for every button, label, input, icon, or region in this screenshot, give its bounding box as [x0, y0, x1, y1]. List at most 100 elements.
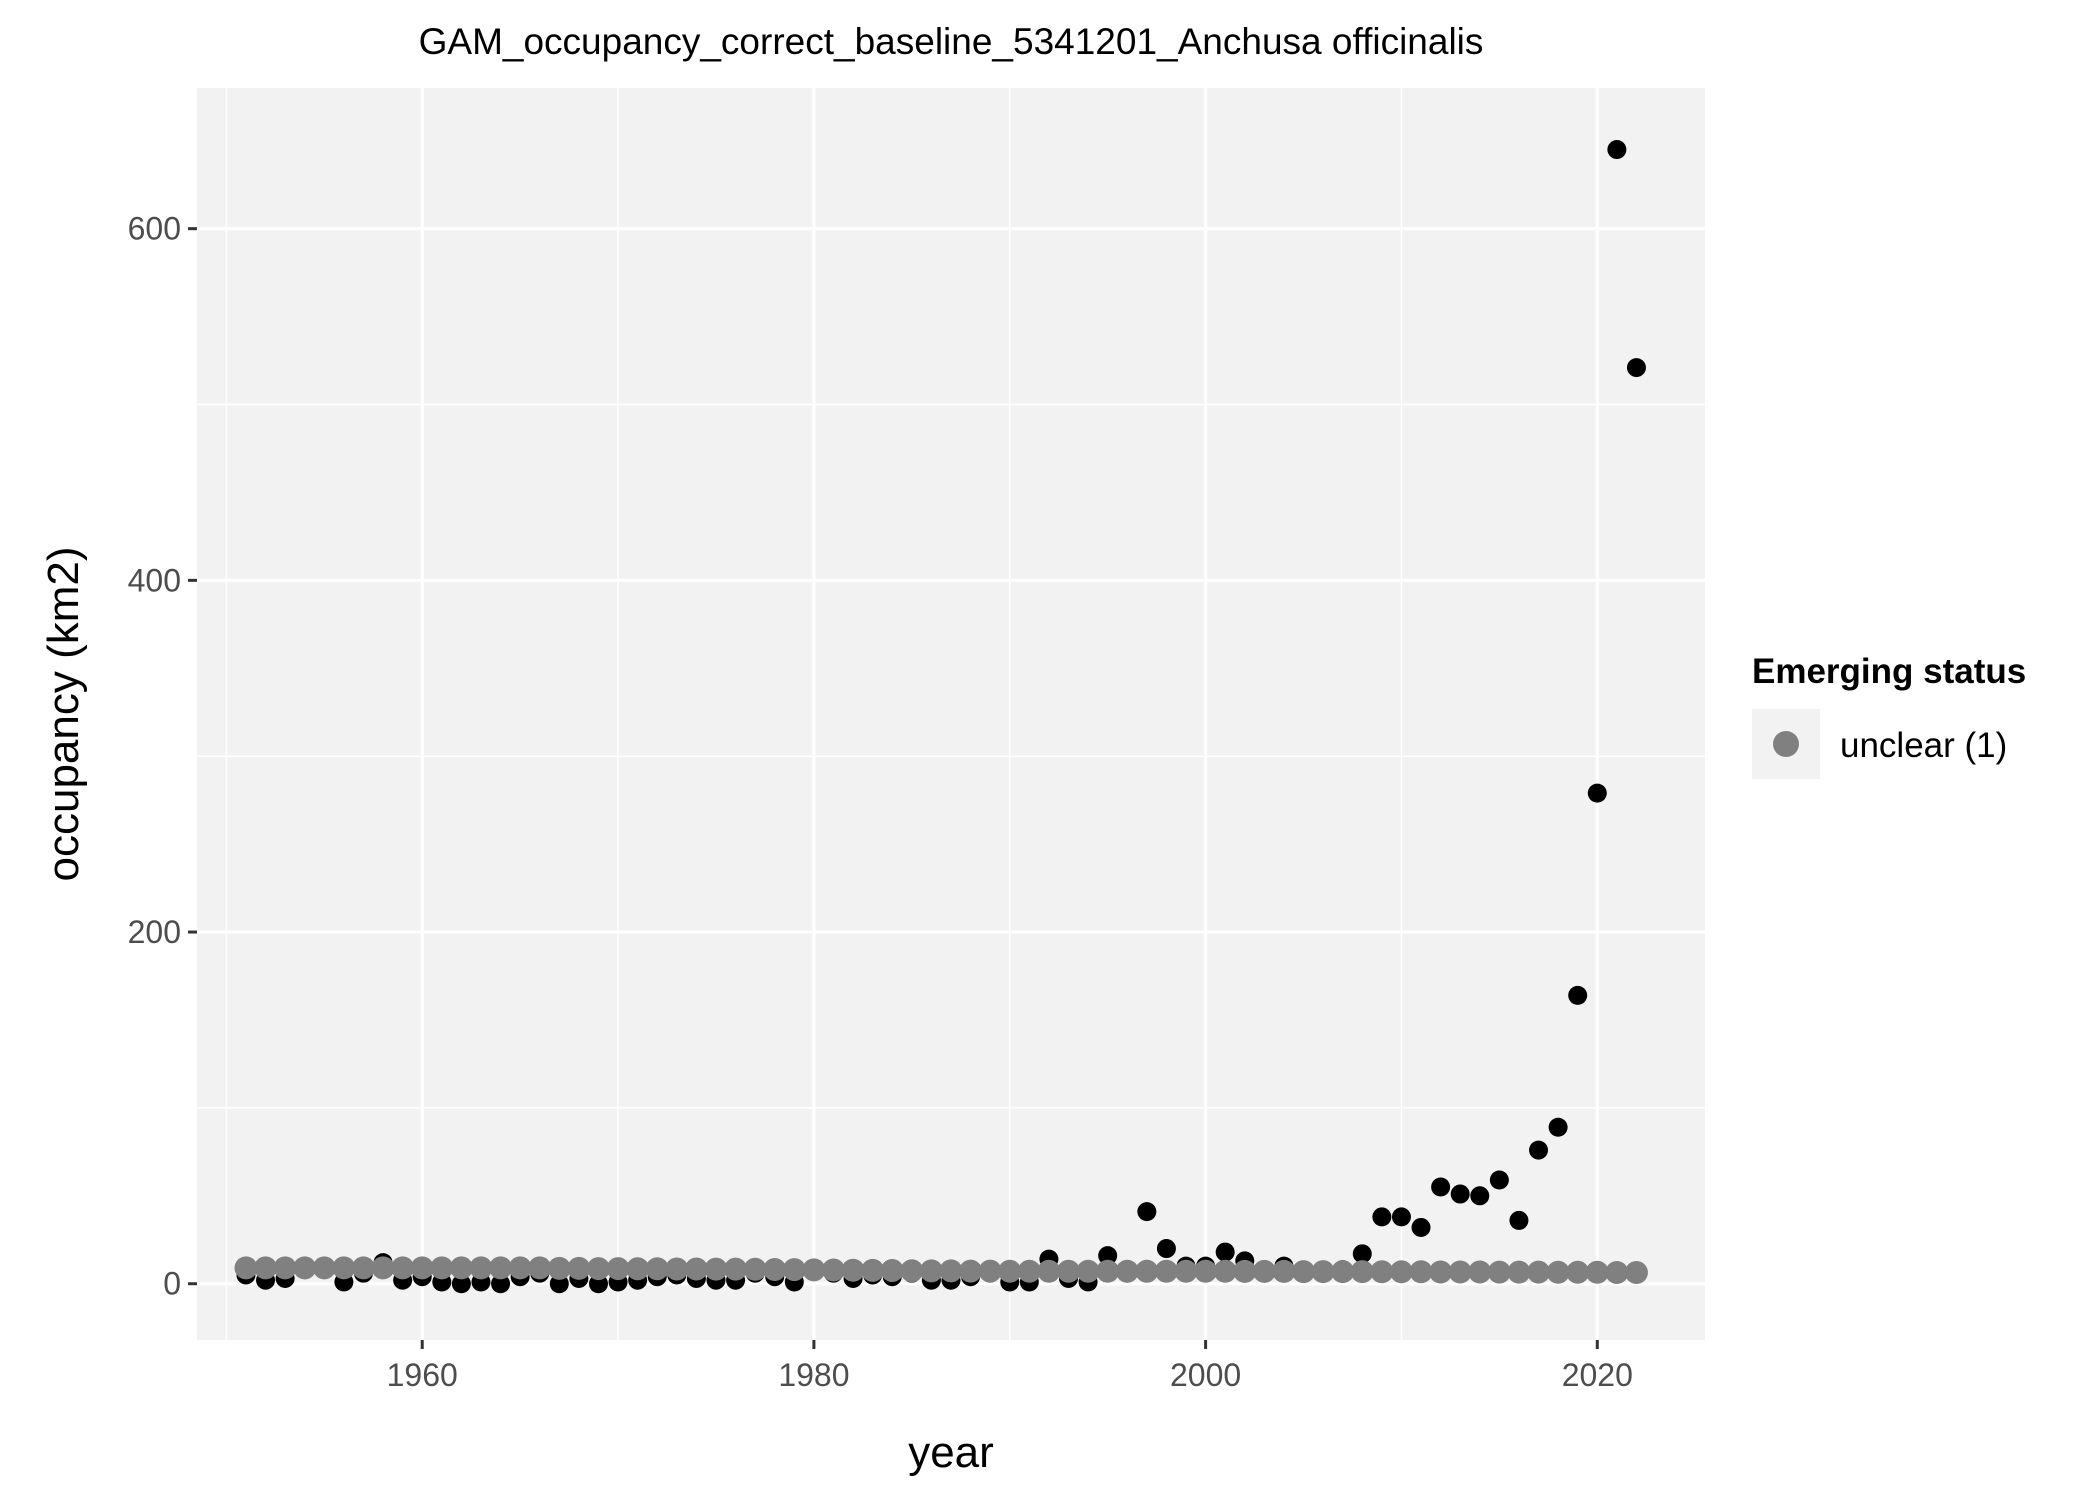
fitted-point: [449, 1256, 473, 1280]
fitted-point: [1468, 1260, 1492, 1284]
fitted-point: [312, 1256, 336, 1280]
fitted-point: [234, 1256, 258, 1280]
legend: Emerging status unclear (1): [1752, 652, 2026, 779]
observed-point: [1391, 1207, 1411, 1227]
fitted-point: [978, 1259, 1002, 1283]
legend-key-dot: [1773, 731, 1799, 757]
fitted-point: [371, 1256, 395, 1280]
fitted-point: [802, 1258, 826, 1282]
observed-point: [451, 1274, 471, 1294]
fitted-point: [1429, 1260, 1453, 1284]
fitted-point: [586, 1257, 610, 1281]
x-tick-label: 2020: [1562, 1357, 1633, 1393]
fitted-point: [1624, 1260, 1648, 1284]
fitted-point: [724, 1257, 748, 1281]
y-tick-label: 600: [128, 211, 181, 247]
fitted-point: [567, 1256, 591, 1280]
observed-point: [1568, 985, 1588, 1005]
fitted-point: [684, 1257, 708, 1281]
y-axis: 0 200 400 600: [128, 211, 197, 1302]
plot-panel: [197, 88, 1705, 1340]
fitted-point: [1057, 1259, 1081, 1283]
legend-entry-label: unclear (1): [1840, 726, 2007, 765]
fitted-points: [234, 1256, 1648, 1284]
fitted-point: [763, 1257, 787, 1281]
fitted-point: [1292, 1260, 1316, 1284]
observed-point: [1098, 1246, 1118, 1266]
fitted-point: [1311, 1260, 1335, 1284]
x-tick-label: 1980: [778, 1357, 849, 1393]
observed-point: [1352, 1244, 1372, 1264]
minor-gridlines: [197, 88, 1705, 1340]
fitted-point: [1566, 1260, 1590, 1284]
fitted-point: [998, 1259, 1022, 1283]
fitted-point: [332, 1256, 356, 1280]
fitted-point: [1507, 1260, 1531, 1284]
fitted-point: [1527, 1260, 1551, 1284]
fitted-point: [293, 1256, 317, 1280]
major-gridlines: [197, 88, 1705, 1340]
observed-point: [1607, 140, 1627, 160]
fitted-point: [665, 1257, 689, 1281]
observed-point: [1509, 1210, 1529, 1230]
fitted-point: [900, 1259, 924, 1283]
observed-point: [1470, 1186, 1490, 1206]
y-axis-label: occupancy (km2): [39, 546, 88, 881]
y-tick-label: 0: [163, 1266, 181, 1302]
fitted-point: [939, 1259, 963, 1283]
fitted-point: [1272, 1259, 1296, 1283]
fitted-point: [528, 1256, 552, 1280]
chart-title: GAM_occupancy_correct_baseline_5341201_A…: [419, 21, 1484, 62]
fitted-point: [254, 1256, 278, 1280]
observed-point: [1137, 1202, 1157, 1222]
x-tick-label: 2000: [1170, 1357, 1241, 1393]
fitted-point: [1448, 1260, 1472, 1284]
fitted-point: [821, 1258, 845, 1282]
fitted-point: [1213, 1259, 1237, 1283]
observed-point: [1626, 358, 1646, 378]
fitted-point: [645, 1257, 669, 1281]
fitted-point: [1350, 1260, 1374, 1284]
x-axis-label: year: [908, 1428, 994, 1477]
fitted-point: [959, 1259, 983, 1283]
observed-point: [1450, 1184, 1470, 1204]
y-tick-label: 400: [128, 562, 181, 598]
fitted-point: [1233, 1259, 1257, 1283]
fitted-point: [606, 1257, 630, 1281]
fitted-point: [489, 1256, 513, 1280]
observed-point: [1372, 1207, 1392, 1227]
fitted-point: [1076, 1259, 1100, 1283]
fitted-point: [841, 1258, 865, 1282]
fitted-point: [1037, 1259, 1061, 1283]
x-axis: 1960 1980 2000 2020: [387, 1340, 1633, 1393]
fitted-point: [626, 1257, 650, 1281]
observed-point: [1215, 1242, 1235, 1262]
x-tick-label: 1960: [387, 1357, 458, 1393]
fitted-point: [1389, 1260, 1413, 1284]
legend-title: Emerging status: [1752, 652, 2026, 691]
observed-point: [1529, 1140, 1549, 1160]
fitted-point: [391, 1256, 415, 1280]
fitted-point: [1096, 1259, 1120, 1283]
fitted-point: [1174, 1259, 1198, 1283]
fitted-point: [410, 1256, 434, 1280]
fitted-point: [704, 1257, 728, 1281]
fitted-point: [1409, 1260, 1433, 1284]
fitted-point: [861, 1258, 885, 1282]
fitted-point: [1017, 1259, 1041, 1283]
observed-point: [1548, 1117, 1568, 1137]
observed-point: [1587, 783, 1607, 803]
fitted-point: [469, 1256, 493, 1280]
fitted-point: [782, 1258, 806, 1282]
fitted-point: [1370, 1260, 1394, 1284]
y-tick-label: 200: [128, 914, 181, 950]
fitted-point: [508, 1256, 532, 1280]
observed-point: [549, 1274, 569, 1294]
fitted-point: [1546, 1260, 1570, 1284]
fitted-point: [1154, 1259, 1178, 1283]
fitted-point: [351, 1256, 375, 1280]
fitted-point: [880, 1259, 904, 1283]
fitted-point: [273, 1256, 297, 1280]
fitted-point: [1135, 1259, 1159, 1283]
